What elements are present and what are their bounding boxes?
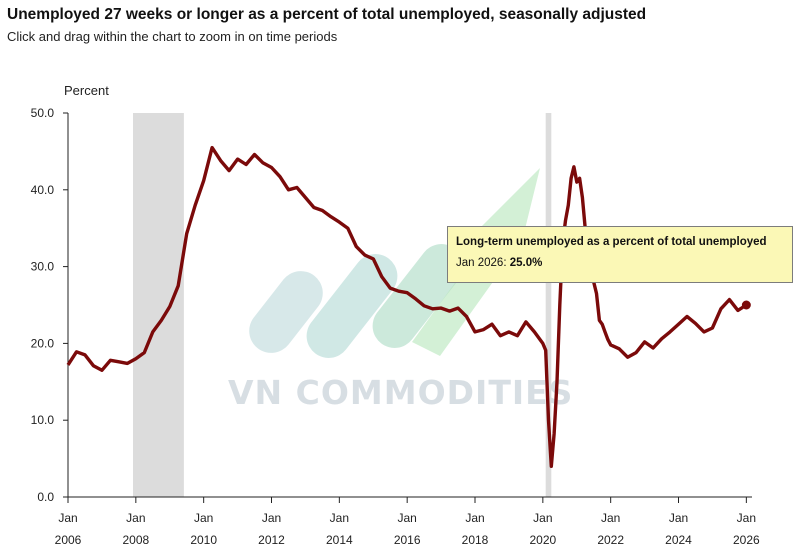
x-tick-label-year: 2012 bbox=[258, 533, 285, 547]
x-tick-label-year: 2014 bbox=[326, 533, 353, 547]
y-tick-label: 10.0 bbox=[31, 413, 55, 427]
tooltip: Long-term unemployed as a percent of tot… bbox=[447, 226, 793, 283]
series-line[interactable] bbox=[66, 145, 748, 468]
y-tick-label: 50.0 bbox=[31, 106, 55, 120]
x-tick-label-month: Jan bbox=[601, 511, 620, 525]
tooltip-value: 25.0% bbox=[509, 257, 543, 269]
chart-subtitle: Click and drag within the chart to zoom … bbox=[7, 29, 338, 44]
watermark-text: VN COMMODITIES bbox=[228, 373, 573, 412]
x-tick-label-year: 2006 bbox=[55, 533, 82, 547]
chart-title: Unemployed 27 weeks or longer as a perce… bbox=[7, 6, 647, 23]
x-tick-label-year: 2008 bbox=[122, 533, 149, 547]
x-tick-label-month: Jan bbox=[465, 511, 484, 525]
tooltip-title: Long-term unemployed as a percent of tot… bbox=[456, 236, 767, 248]
y-tick-label: 20.0 bbox=[31, 336, 55, 350]
x-axis: Jan 2006 Jan 2008 Jan 2010 Jan 2012 Jan 2014 Jan 20… bbox=[55, 496, 760, 547]
y-axis: 0.0 10.0 20.0 30.0 40.0 50.0 bbox=[31, 106, 69, 504]
x-tick-label-month: Jan bbox=[194, 511, 213, 525]
y-tick-label: 40.0 bbox=[31, 183, 55, 197]
x-tick-label-year: 2018 bbox=[462, 533, 489, 547]
x-tick-label-month: Jan bbox=[737, 511, 756, 525]
tooltip-date: Jan 2026: bbox=[456, 257, 507, 269]
x-tick-label-year: 2020 bbox=[529, 533, 556, 547]
y-axis-label: Percent bbox=[64, 83, 109, 98]
recession-band-2 bbox=[545, 113, 552, 497]
x-tick-label-month: Jan bbox=[58, 511, 77, 525]
x-tick-label-month: Jan bbox=[533, 511, 552, 525]
watermark-bar-1 bbox=[249, 271, 323, 353]
y-tick-label: 0.0 bbox=[37, 490, 54, 504]
x-tick-label-year: 2024 bbox=[665, 533, 692, 547]
x-tick-label-year: 2022 bbox=[597, 533, 624, 547]
x-tick-label-month: Jan bbox=[330, 511, 349, 525]
watermark-bar-2 bbox=[306, 254, 398, 358]
highlight-point[interactable] bbox=[741, 300, 751, 310]
x-tick-label-month: Jan bbox=[262, 511, 281, 525]
tooltip-line: Jan 2026: 25.0% bbox=[456, 257, 784, 269]
x-tick-label-year: 2016 bbox=[394, 533, 421, 547]
y-tick-label: 30.0 bbox=[31, 260, 55, 274]
x-tick-label-month: Jan bbox=[669, 511, 688, 525]
x-tick-label-month: Jan bbox=[397, 511, 416, 525]
recession-shading bbox=[133, 113, 552, 497]
recession-band-1 bbox=[133, 113, 184, 497]
watermark-bar-3 bbox=[372, 244, 464, 348]
x-tick-label-year: 2026 bbox=[733, 533, 760, 547]
x-tick-label-month: Jan bbox=[126, 511, 145, 525]
x-tick-label-year: 2010 bbox=[190, 533, 217, 547]
